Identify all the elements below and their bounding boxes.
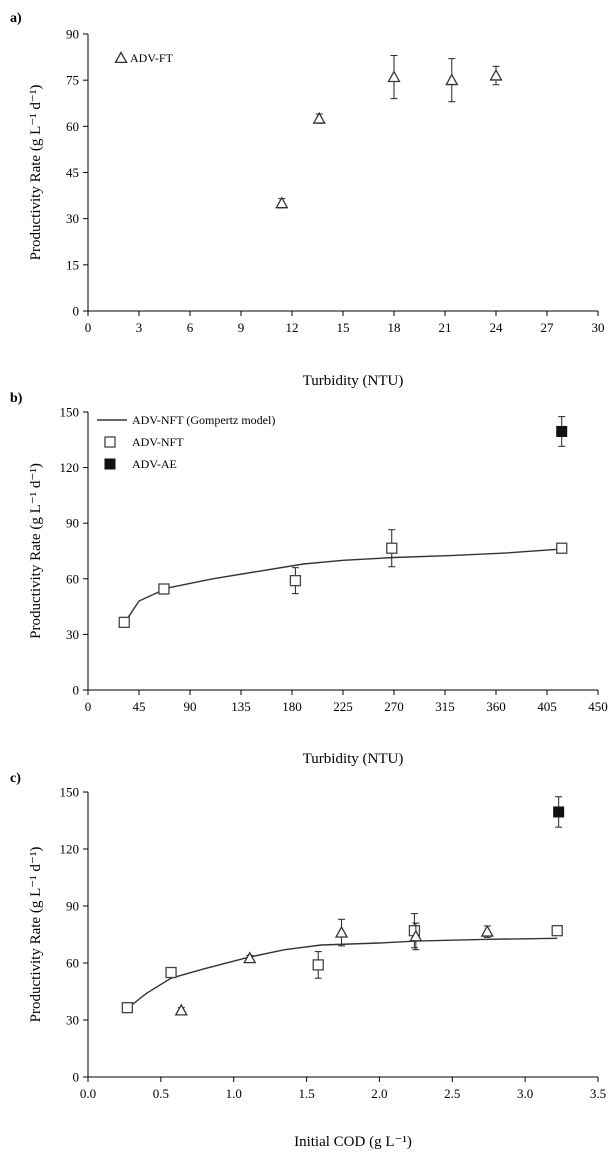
data-point bbox=[489, 68, 503, 81]
x-tick-label: 21 bbox=[439, 320, 452, 335]
y-tick-label: 120 bbox=[60, 460, 80, 475]
y-tick-label: 150 bbox=[60, 405, 80, 420]
x-tick-label: 405 bbox=[537, 699, 557, 714]
y-axis-title: Productivity Rate (g L⁻¹ d⁻¹) bbox=[28, 85, 44, 261]
data-point bbox=[556, 542, 568, 554]
x-axis-title: Initial COD (g L⁻¹) bbox=[294, 1134, 412, 1150]
y-tick-label: 30 bbox=[66, 627, 79, 642]
data-point bbox=[445, 73, 459, 86]
data-point bbox=[174, 1003, 188, 1016]
y-axis-title: Productivity Rate (g L⁻¹ d⁻¹) bbox=[28, 463, 44, 639]
data-point bbox=[165, 966, 177, 979]
y-tick-label: 150 bbox=[60, 785, 80, 800]
x-tick-label: 1.0 bbox=[226, 1086, 242, 1101]
x-tick-label: 360 bbox=[486, 699, 506, 714]
y-tick-label: 15 bbox=[66, 257, 79, 272]
legend-marker bbox=[104, 436, 116, 448]
y-tick-label: 0 bbox=[73, 304, 80, 319]
x-tick-label: 0 bbox=[85, 320, 92, 335]
y-axis-title: Productivity Rate (g L⁻¹ d⁻¹) bbox=[28, 847, 44, 1023]
data-point bbox=[387, 70, 401, 83]
legend-label: ADV-AE bbox=[132, 457, 177, 471]
x-tick-label: 180 bbox=[282, 699, 302, 714]
y-tick-label: 60 bbox=[66, 571, 79, 586]
x-axis-title: Turbidity (NTU) bbox=[303, 751, 404, 767]
y-tick-label: 30 bbox=[66, 1013, 79, 1028]
data-point bbox=[409, 929, 423, 942]
y-tick-label: 90 bbox=[66, 27, 79, 42]
model-curve bbox=[126, 937, 558, 1010]
x-tick-label: 30 bbox=[592, 320, 605, 335]
legend-marker bbox=[114, 51, 128, 64]
x-tick-label: 270 bbox=[384, 699, 404, 714]
x-axis-title: Turbidity (NTU) bbox=[303, 373, 404, 389]
data-point bbox=[289, 575, 302, 587]
model-curve bbox=[123, 548, 562, 624]
data-point bbox=[275, 196, 289, 209]
x-tick-label: 15 bbox=[337, 320, 350, 335]
data-point bbox=[334, 925, 349, 938]
data-point bbox=[118, 616, 130, 629]
x-tick-label: 18 bbox=[388, 320, 401, 335]
chart-panel-2: b) 0 30 60 90 120 150 0 45 90 135 180 225 270 315 360 40… bbox=[10, 391, 608, 767]
x-tick-label: 90 bbox=[184, 699, 197, 714]
y-tick-label: 120 bbox=[60, 842, 80, 857]
panel-label: a) bbox=[10, 11, 22, 26]
chart-panel-3: c) 0 30 60 90 120 150 0.0 0.5 1.0 1.5 2.0 2.5 3.0 3.5 I… bbox=[10, 771, 606, 1150]
x-tick-label: 3 bbox=[136, 320, 143, 335]
x-tick-label: 225 bbox=[333, 699, 353, 714]
x-tick-label: 2.5 bbox=[444, 1086, 460, 1101]
data-point bbox=[386, 542, 398, 554]
y-tick-label: 0 bbox=[73, 1070, 80, 1085]
data-point bbox=[312, 111, 326, 124]
x-tick-label: 9 bbox=[238, 320, 245, 335]
y-tick-label: 30 bbox=[66, 211, 79, 226]
y-tick-label: 60 bbox=[66, 956, 79, 971]
data-point bbox=[158, 583, 170, 595]
chart-panel-1: a) 0 15 30 45 60 75 90 0 3 6 9 12 15 18 21 24 27 30 Turbidi… bbox=[10, 11, 605, 389]
data-point bbox=[553, 806, 565, 818]
x-tick-label: 45 bbox=[133, 699, 146, 714]
x-tick-label: 315 bbox=[435, 699, 455, 714]
x-tick-label: 0.5 bbox=[153, 1086, 169, 1101]
x-tick-label: 27 bbox=[541, 320, 555, 335]
x-tick-label: 12 bbox=[286, 320, 299, 335]
data-point bbox=[121, 1002, 133, 1014]
x-tick-label: 6 bbox=[187, 320, 194, 335]
panel-label: c) bbox=[10, 771, 21, 786]
x-tick-label: 1.5 bbox=[298, 1086, 314, 1101]
x-tick-label: 3.5 bbox=[590, 1086, 606, 1101]
x-tick-label: 135 bbox=[231, 699, 251, 714]
y-tick-label: 90 bbox=[66, 516, 79, 531]
data-point bbox=[556, 425, 568, 437]
x-tick-label: 450 bbox=[588, 699, 608, 714]
y-tick-label: 45 bbox=[66, 165, 79, 180]
x-tick-label: 2.0 bbox=[371, 1086, 387, 1101]
x-tick-label: 0 bbox=[85, 699, 92, 714]
legend-label: ADV-NFT (Gompertz model) bbox=[132, 413, 275, 427]
legend-marker bbox=[104, 458, 116, 470]
y-tick-label: 90 bbox=[66, 899, 79, 914]
data-point bbox=[312, 959, 324, 971]
data-point bbox=[480, 924, 494, 937]
x-tick-label: 3.0 bbox=[517, 1086, 533, 1101]
panel-label: b) bbox=[10, 391, 23, 406]
legend-label: ADV-NFT bbox=[132, 435, 184, 449]
data-point bbox=[243, 951, 257, 964]
y-tick-label: 0 bbox=[73, 683, 80, 698]
y-tick-label: 75 bbox=[66, 73, 79, 88]
legend-label: ADV-FT bbox=[130, 51, 174, 65]
data-point bbox=[551, 925, 563, 937]
y-tick-label: 60 bbox=[66, 119, 79, 134]
x-tick-label: 24 bbox=[490, 320, 504, 335]
x-tick-label: 0.0 bbox=[80, 1086, 96, 1101]
